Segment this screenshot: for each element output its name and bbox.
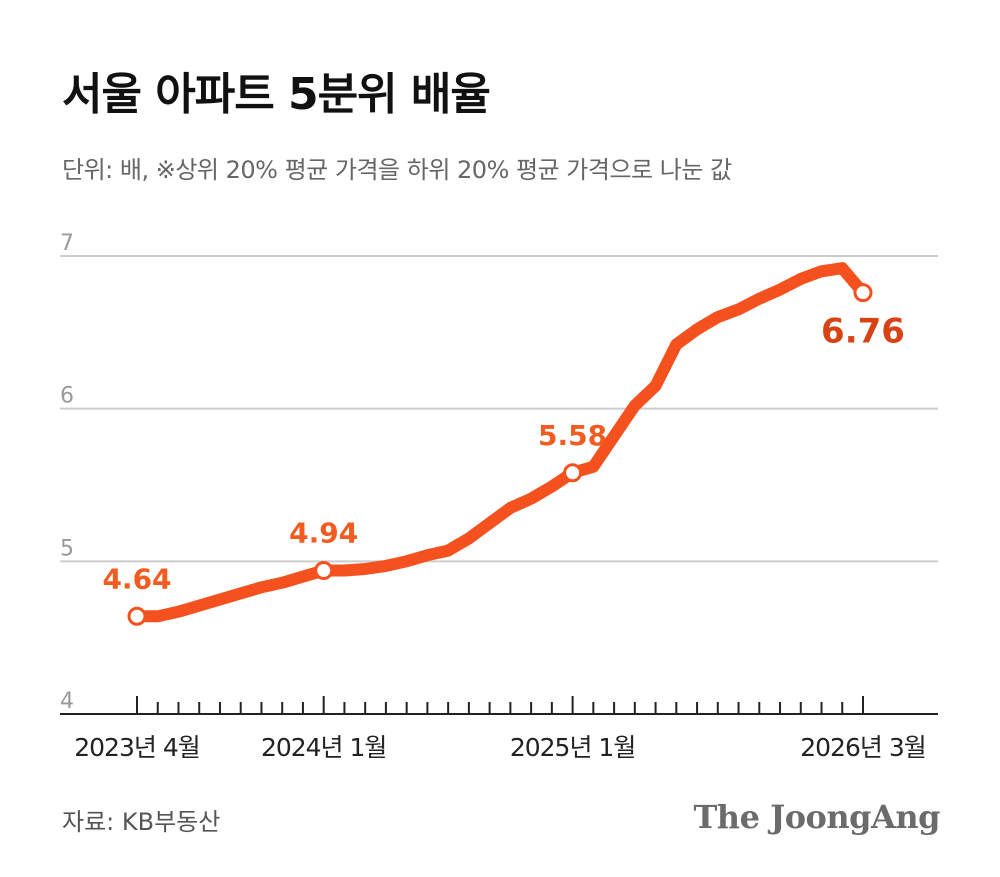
data-label: 4.94: [289, 516, 358, 549]
source-note: 자료: KB부동산: [62, 808, 221, 836]
y-tick-label: 7: [60, 231, 74, 256]
y-tick-label: 4: [60, 689, 74, 714]
data-point: [127, 606, 147, 626]
data-label: 5.58: [538, 419, 607, 452]
data-label: 4.64: [102, 562, 171, 595]
y-tick-label: 6: [60, 384, 74, 409]
data-point: [314, 560, 334, 580]
data-label: 6.76: [821, 312, 905, 352]
brand-logo: The JoongAng: [693, 798, 940, 836]
x-tick-label: 2024년 1월: [261, 733, 386, 762]
x-tick-label: 2026년 3월: [800, 733, 925, 762]
y-tick-label: 5: [60, 536, 74, 561]
x-tick-label: 2025년 1월: [510, 733, 635, 762]
chart-title: 서울 아파트 5분위 배율: [62, 69, 491, 120]
x-tick-label: 2023년 4월: [74, 733, 199, 762]
series-line: [131, 262, 869, 623]
data-point: [853, 283, 873, 303]
chart-subtitle: 단위: 배, ※상위 20% 평균 가격을 하위 20% 평균 가격으로 나눈 …: [62, 156, 732, 184]
data-point: [563, 463, 583, 483]
